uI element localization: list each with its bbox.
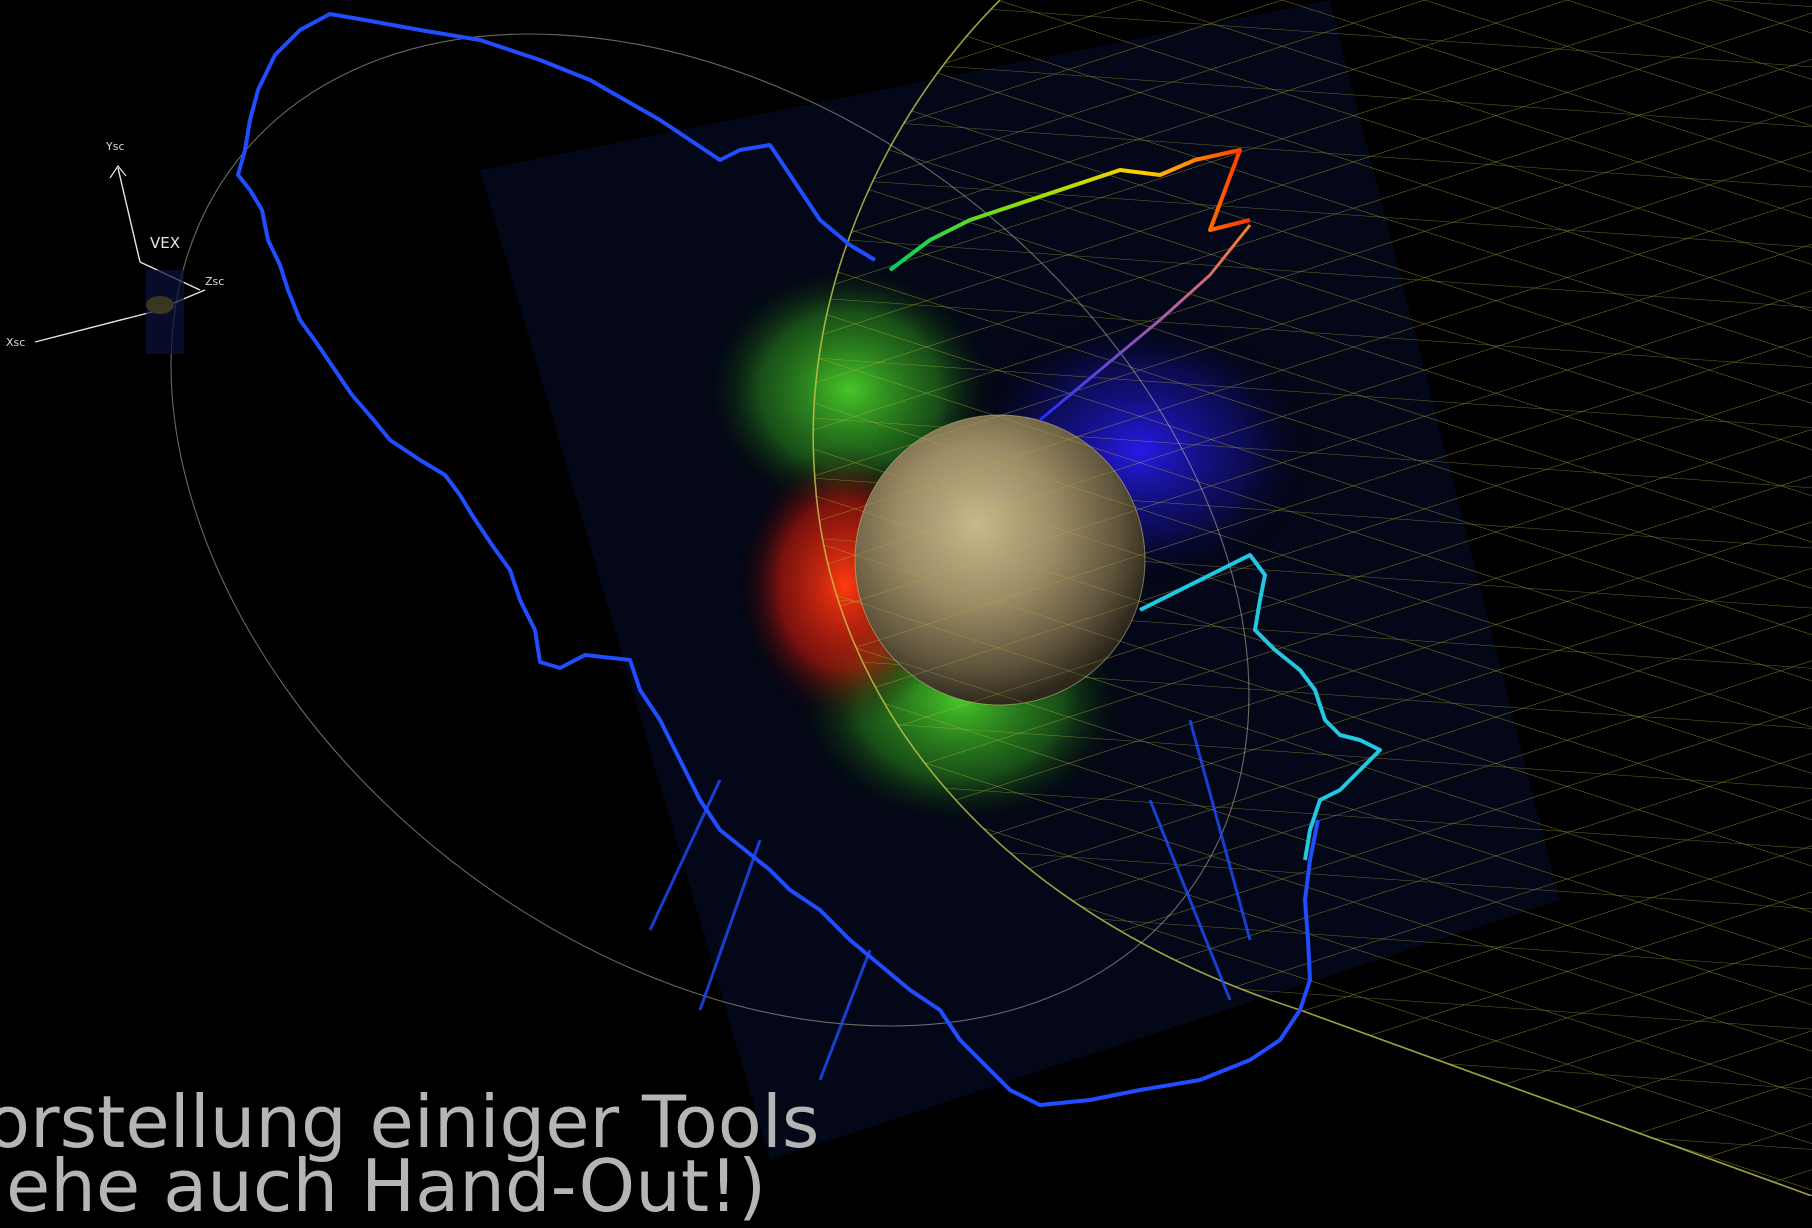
axis-label-y: Ysc (105, 140, 125, 153)
axis-label-z: Zsc (205, 275, 224, 288)
projection-spikes (648, 719, 1252, 1081)
caption-line-1: orstellung einiger Tools (0, 1080, 820, 1164)
measurement-trace-rainbow (888, 148, 1251, 272)
spacecraft-label: VEX (150, 234, 180, 252)
caption-line-2: iehe auch Hand-Out!) (0, 1144, 767, 1228)
measurement-trace-upper (364, 18, 877, 262)
measurement-trace-diagonal (1039, 224, 1252, 422)
planet-venus (854, 414, 1146, 706)
orbit-path (170, 33, 1250, 1027)
spacecraft-axes: Ysc Zsc Xsc VEX (6, 140, 224, 354)
measurement-trace-cyan (1139, 553, 1382, 861)
bow-shock-outline (812, 0, 1812, 1196)
visualization-canvas: Ysc Zsc Xsc VEX (6, 0, 1812, 1196)
measurement-trace-outer (236, 12, 1320, 1107)
slide-caption: orstellung einiger Tools iehe auch Hand-… (0, 1080, 820, 1228)
axis-label-x: Xsc (6, 336, 25, 349)
